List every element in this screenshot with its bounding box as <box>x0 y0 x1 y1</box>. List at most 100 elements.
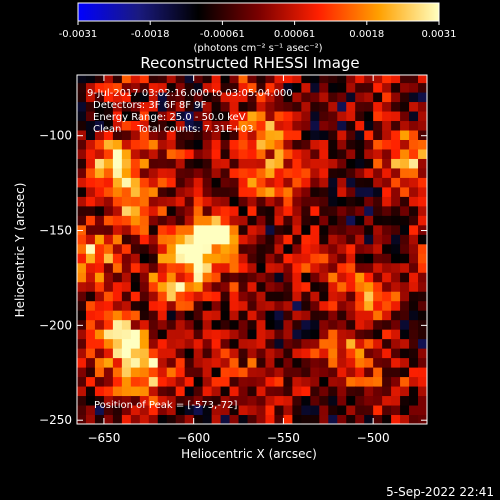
heatmap-cell <box>382 92 392 103</box>
heatmap-cell <box>355 319 365 330</box>
heatmap-cell <box>247 92 257 103</box>
heatmap-cell <box>265 101 275 112</box>
heatmap-cell <box>85 75 96 84</box>
heatmap-cell <box>265 92 275 103</box>
x-tick-label: −600 <box>177 431 210 445</box>
heatmap-cell <box>373 405 383 416</box>
heatmap-cell <box>94 300 105 311</box>
heatmap-cell <box>337 243 347 254</box>
heatmap-cell <box>355 130 365 140</box>
heatmap-cell <box>94 158 105 169</box>
heatmap-cell <box>418 319 427 330</box>
heatmap-cell <box>184 167 195 178</box>
heatmap-cell <box>121 139 132 150</box>
heatmap-cell <box>328 348 338 359</box>
heatmap-cell <box>112 186 123 197</box>
heatmap-cell <box>184 177 195 188</box>
heatmap-cell <box>274 253 284 264</box>
heatmap-cell <box>103 291 114 302</box>
heatmap-cell <box>346 329 356 340</box>
heatmap-cell <box>319 101 329 112</box>
heatmap-cell <box>337 234 347 245</box>
heatmap-cell <box>310 291 320 302</box>
heatmap-cell <box>328 82 338 93</box>
heatmap-cell <box>157 130 168 140</box>
heatmap-cell <box>283 139 293 150</box>
heatmap-cell <box>391 310 401 321</box>
heatmap-cell <box>238 253 249 264</box>
heatmap-cell <box>418 281 427 292</box>
colorbar-tick-label: 0.0031 <box>422 29 457 40</box>
heatmap-cell <box>391 139 401 150</box>
heatmap-cell <box>211 120 222 131</box>
heatmap-cell <box>193 376 204 387</box>
heatmap-cell <box>337 300 347 311</box>
heatmap-cell <box>337 395 347 406</box>
heatmap-cell <box>130 272 141 283</box>
heatmap-cell <box>337 367 347 378</box>
heatmap-cell <box>112 300 123 311</box>
heatmap-cell <box>346 120 356 131</box>
heatmap-cell <box>202 319 213 330</box>
heatmap-cell <box>103 329 114 340</box>
heatmap-cell <box>139 139 150 150</box>
heatmap-cell <box>184 186 195 197</box>
heatmap-cell <box>355 281 365 292</box>
heatmap-cell <box>247 243 257 254</box>
heatmap-cell <box>148 177 159 188</box>
heatmap-cell <box>166 111 177 122</box>
heatmap-cell <box>301 395 311 406</box>
heatmap-cell <box>193 111 204 122</box>
heatmap-cell <box>382 291 392 302</box>
heatmap-cell <box>184 329 195 340</box>
heatmap-cell <box>211 300 222 311</box>
heatmap-cell <box>175 167 186 178</box>
heatmap-cell <box>103 348 114 359</box>
heatmap-cell <box>319 348 329 359</box>
heatmap-cell <box>130 177 141 188</box>
heatmap-cell <box>310 243 320 254</box>
heatmap-cell <box>391 262 401 273</box>
heatmap-cell <box>310 310 320 321</box>
heatmap-cell <box>148 338 159 349</box>
heatmap-cell <box>175 111 186 122</box>
heatmap-cell <box>283 75 293 84</box>
heatmap-cell <box>319 215 329 226</box>
heatmap-cell <box>94 186 105 197</box>
heatmap-cell <box>256 243 266 254</box>
heatmap-cell <box>283 177 293 188</box>
heatmap-cell <box>364 205 374 216</box>
x-axis-label: Heliocentric X (arcsec) <box>181 447 317 461</box>
heatmap-cell <box>382 75 392 84</box>
heatmap-cell <box>292 158 302 169</box>
heatmap-cell <box>202 357 213 368</box>
heatmap-cell <box>130 319 141 330</box>
heatmap-cell <box>337 205 347 216</box>
heatmap-cell <box>94 291 105 302</box>
heatmap-cell <box>220 281 231 292</box>
heatmap-cell <box>418 329 427 340</box>
heatmap-cell <box>94 205 105 216</box>
heatmap-cell <box>274 357 284 368</box>
heatmap-cell <box>400 253 410 264</box>
plot-frame <box>76 74 428 425</box>
heatmap-cell <box>364 386 374 397</box>
heatmap-cell <box>319 310 329 321</box>
heatmap-cell <box>283 120 293 131</box>
heatmap-cell <box>292 253 302 264</box>
heatmap-cell <box>418 224 427 235</box>
heatmap-cell <box>121 148 132 159</box>
heatmap-cell <box>238 414 249 424</box>
heatmap-cell <box>202 262 213 273</box>
heatmap-cell <box>418 82 427 93</box>
heatmap-cell <box>355 291 365 302</box>
heatmap-cell <box>292 186 302 197</box>
heatmap-cell <box>85 414 96 424</box>
heatmap-cell <box>328 253 338 264</box>
heatmap-cell <box>229 167 240 178</box>
heatmap-cell <box>139 376 150 387</box>
heatmap-cell <box>175 414 186 424</box>
heatmap-cell <box>274 111 284 122</box>
heatmap-cell <box>256 329 266 340</box>
heatmap-cell <box>274 177 284 188</box>
